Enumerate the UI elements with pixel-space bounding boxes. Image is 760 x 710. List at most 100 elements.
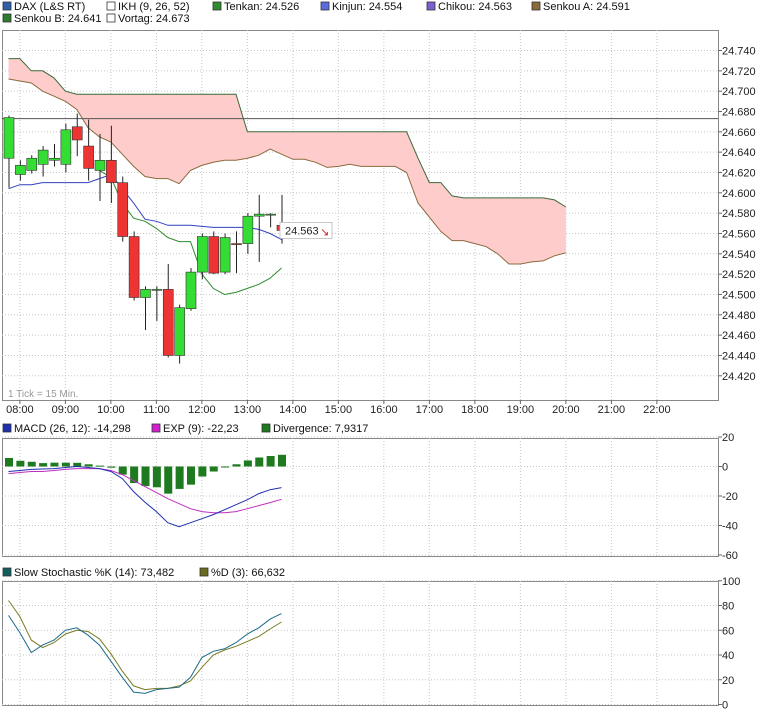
stoch-legend-swatch [2,567,12,577]
price-y-tick-label: 24.700 [722,86,756,98]
price-y-tick-label: 24.640 [722,147,756,159]
price-y-tick-label: 24.600 [722,188,756,200]
macd-legend-label: MACD (26, 12): -14,298 [14,423,131,435]
macd-y-tick-label: -60 [722,550,738,562]
candle-up [253,213,265,217]
price-y-tick-label: 24.660 [722,127,756,139]
candle-up [94,159,106,171]
price-y-tick-label: 24.520 [722,269,756,281]
tenkan-line [99,169,282,296]
macd-legend-label: EXP (9): -22,23 [163,423,239,435]
macd-legend-swatch [261,423,271,433]
stoch-legend-swatch [199,567,209,577]
macd-y-tick-label: 20 [722,432,734,444]
stoch-k-line [8,613,282,694]
stoch-y-tick-label: 60 [722,625,734,637]
macd-y-tick-label: -40 [722,521,738,533]
stoch-y-tick-label: 80 [722,601,734,613]
candle-up [26,157,38,171]
candle-up [174,307,185,356]
divergence-bar [107,466,116,468]
price-y-tick-label: 24.740 [722,46,756,58]
candle-up [242,215,254,244]
last-price-label: 24.563 [285,225,319,237]
price-y-tick-label: 24.420 [722,371,756,383]
price-y-tick-label: 24.460 [722,330,756,342]
price-y-tick-label: 24.560 [722,228,756,240]
macd-legend-swatch [151,423,161,433]
tick-interval-note: 1 Tick = 15 Min. [8,389,78,400]
candle-up [197,236,208,273]
stoch-legend-label: Slow Stochastic %K (14): 73,482 [14,567,174,579]
macd-y-tick-label: 0 [722,462,728,474]
price-y-tick-label: 24.720 [722,66,756,78]
time-x-tick-label: 08:00 [6,404,34,416]
divergence-bar [278,454,286,467]
divergence-bar [209,466,218,472]
candle-up [185,271,197,309]
time-x-tick-label: 11:00 [143,404,170,416]
divergence-bar [16,460,25,467]
candle-down [117,182,129,237]
candle-down [106,159,117,183]
price-y-tick-label: 24.440 [722,350,756,362]
price-y-tick-label: 24.480 [722,310,756,322]
divergence-bar [27,461,36,467]
candle-up [60,129,72,165]
candle-down [162,289,174,356]
stoch-d-line [8,600,282,691]
candle-up [49,157,60,161]
senkou-a-line [8,78,567,265]
divergence-bar [130,466,139,484]
divergence-bar [96,465,104,467]
divergence-bar [84,464,93,467]
main-legend-swatch [320,1,330,11]
price-y-tick-label: 24.680 [722,106,756,118]
price-y-tick-label: 24.540 [722,249,756,261]
main-legend-label: Chikou: 24.563 [438,1,512,13]
stoch-y-tick-label: 100 [722,576,740,588]
main2-legend-label: Vortag: 24.673 [118,13,190,25]
time-x-tick-label: 09:00 [52,404,80,416]
ichimoku-cloud [8,58,566,264]
time-x-tick-label: 19:00 [507,404,535,416]
senkou-b-line [8,58,567,208]
divergence-bar [50,462,59,467]
candle-up [219,237,231,273]
time-x-tick-label: 18:00 [461,404,489,416]
main-legend-swatch [106,1,116,11]
divergence-bar [187,466,195,485]
price-y-tick-label: 24.500 [722,289,756,301]
divergence-bar [164,466,173,494]
divergence-bar [61,462,70,467]
candle-up [151,289,163,291]
time-x-tick-label: 22:00 [643,404,671,416]
time-x-tick-label: 14:00 [279,404,307,416]
divergence-bar [221,466,230,468]
main-legend-label: DAX (L&S RT) [14,1,85,13]
divergence-bar [175,466,184,489]
price-y-tick-label: 24.620 [722,167,756,179]
divergence-bar [255,457,264,467]
stoch-y-tick-label: 40 [722,650,734,662]
exp-line [8,468,282,514]
candle-up [3,117,15,159]
main2-legend-swatch [106,13,116,23]
time-x-tick-label: 15:00 [325,404,353,416]
divergence-bar [243,460,252,467]
candle-down [231,243,242,245]
divergence-bar [5,457,13,467]
time-x-tick-label: 16:00 [370,404,398,416]
candle-up [37,149,49,165]
main-legend-swatch [212,1,222,11]
divergence-bar [141,466,150,487]
candle-up [265,213,276,216]
time-x-tick-label: 21:00 [598,404,626,416]
main-legend-swatch [426,1,436,11]
candle-up [140,289,151,298]
main-legend-label: Kinjun: 24.554 [332,1,402,13]
candle-up [15,165,26,175]
macd-legend-label: Divergence: 7,9317 [273,423,368,435]
